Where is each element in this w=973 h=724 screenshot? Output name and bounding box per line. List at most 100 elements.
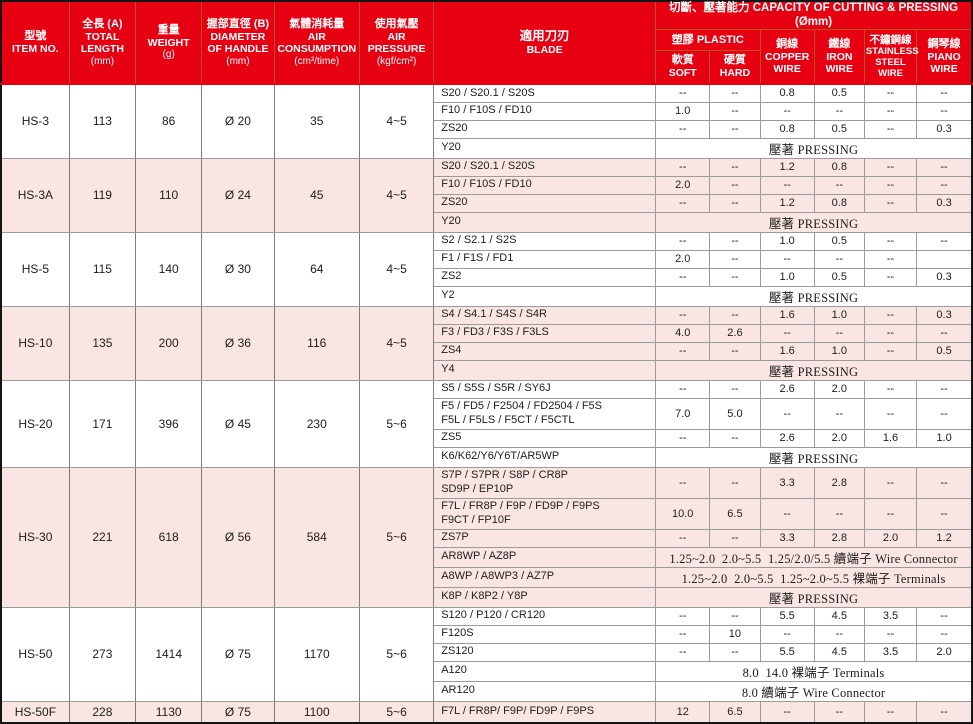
air-consumption-cell: 35 [273, 83, 360, 159]
table-row: Y20 壓著 PRESSING [1, 211, 973, 233]
header-weight-en: WEIGHT [147, 36, 190, 49]
table-row: HS-50F 228 1130 Ø 75 1100 5~6 F7L / FR8P/ F9P/… [0, 700, 973, 724]
capacity-cell: 1.6 [759, 305, 815, 325]
capacity-cell: 2.0 [863, 528, 918, 548]
header-item-en: ITEM NO. [12, 42, 59, 55]
capacity-cell: -- [916, 323, 973, 343]
blade-cell: K6/K62/Y6/Y6T/AR5WP [433, 446, 657, 468]
blade-cell: F120S [433, 624, 657, 644]
capacity-cell: 1.0 [759, 231, 815, 251]
capacity-cell: 5.5 [759, 642, 815, 662]
header-length-unit: (mm) [90, 55, 115, 67]
blade-cell: S2 / S2.1 / S2S [433, 231, 657, 251]
total-length-cell: 273 [68, 606, 137, 702]
table-row: Y4 壓著 PRESSING [1, 359, 973, 381]
capacity-cell: -- [709, 267, 761, 287]
capacity-cell: -- [863, 397, 918, 430]
capacity-cell: 0.5 [916, 341, 973, 361]
table-row: Y20 壓著 PRESSING [1, 137, 973, 159]
header-length-en: TOTAL LENGTH [80, 30, 124, 56]
capacity-cell: 3.3 [759, 528, 815, 548]
capacity-span-cell: 壓著 PRESSING [655, 211, 973, 233]
capacity-cell: -- [655, 428, 711, 448]
weight-cell: 110 [135, 157, 203, 233]
header-piano-zh: 鋼琴線 [927, 37, 961, 50]
header-soft-en: SOFT [668, 67, 697, 80]
model-item-cell: HS-3A [0, 157, 70, 233]
blade-cell: Y4 [433, 359, 657, 381]
capacity-span-cell: 8.0 14.0 裸端子 Terminals [655, 660, 973, 682]
table-row: AR8WP / AZ8P 1.25~2.0 2.0~5.5 1.25/2.0/5.… [1, 546, 973, 568]
capacity-cell: 4.5 [813, 642, 865, 662]
col-header-diameter: 握部直徑 (B) DIAMETER OF HANDLE (mm) [201, 0, 275, 86]
capacity-cell: -- [759, 397, 815, 430]
col-header-iron-wire: 鐵線 IRON WIRE [813, 29, 865, 86]
blade-cell: ZS7P [433, 528, 657, 548]
capacity-cell: -- [709, 379, 761, 399]
header-copper-en: COPPER WIRE [764, 50, 810, 76]
capacity-cell: -- [813, 624, 865, 644]
table-row: K6/K62/Y6/Y6T/AR5WP 壓著 PRESSING [1, 446, 973, 468]
table-row: ZS120 -- -- 5.5 4.5 3.5 2.0 [1, 642, 973, 662]
air-pressure-cell: 4~5 [358, 83, 435, 159]
capacity-cell: -- [709, 606, 761, 626]
table-row: ZS20 -- -- 1.2 0.8 -- 0.3 [1, 193, 973, 213]
col-header-soft: 軟質 SOFT [655, 50, 711, 86]
capacity-span-cell: 1.25~2.0 2.0~5.5 1.25/2.0/5.5 續端子 Wire C… [655, 546, 973, 568]
air-pressure-cell: 5~6 [358, 700, 435, 724]
col-header-copper-wire: 銅線 COPPER WIRE [759, 29, 815, 86]
air-pressure-cell: 5~6 [358, 466, 435, 608]
header-item-zh: 型號 [24, 29, 47, 42]
table-row: F10 / F10S / FD10 1.0 -- -- -- -- -- [1, 101, 973, 121]
air-pressure-cell: 4~5 [358, 157, 435, 233]
model-item-cell: HS-30 [0, 466, 70, 608]
capacity-cell: 4.0 [655, 323, 711, 343]
capacity-cell: -- [709, 341, 761, 361]
table-row: K8P / K8P2 / Y8P 壓著 PRESSING [1, 586, 973, 608]
capacity-cell: -- [863, 83, 918, 103]
capacity-cell: 1.0 [813, 305, 865, 325]
air-pressure-cell: 4~5 [358, 305, 435, 381]
capacity-cell: -- [655, 642, 711, 662]
table-row: HS-20 171 396 Ø 45 230 5~6 S5 / S5S / S5R / SY… [0, 379, 973, 468]
capacity-cell: 0.3 [916, 193, 973, 213]
capacity-cell: -- [863, 323, 918, 343]
capacity-cell: 2.8 [813, 466, 865, 499]
capacity-cell: 5.0 [709, 397, 761, 430]
capacity-cell: 0.3 [916, 305, 973, 325]
capacity-cell: 1.2 [759, 193, 815, 213]
col-header-piano-wire: 鋼琴線 PIANO WIRE [916, 29, 973, 86]
capacity-cell: -- [863, 466, 918, 499]
header-air-zh: 氣體消耗量 [289, 17, 345, 30]
capacity-cell: -- [863, 157, 918, 177]
capacity-cell: 4.5 [813, 606, 865, 626]
capacity-cell: 6.5 [709, 700, 761, 724]
capacity-cell: -- [759, 700, 815, 724]
header-pressure-zh: 使用氣壓 [374, 17, 419, 30]
handle-diameter-cell: Ø 75 [201, 606, 275, 702]
air-consumption-cell: 1170 [273, 606, 360, 702]
capacity-cell: 2.8 [813, 528, 865, 548]
capacity-cell: 3.5 [863, 606, 918, 626]
capacity-cell: -- [916, 397, 973, 430]
capacity-cell: 1.2 [916, 528, 973, 548]
capacity-cell: 2.0 [813, 379, 865, 399]
header-pressure-unit: (kgf/cm²) [376, 55, 417, 67]
capacity-cell: -- [759, 497, 815, 530]
capacity-cell: -- [863, 119, 918, 139]
capacity-group-header: 切斷、壓著能力 CAPACITY OF CUTTING & PRESSING (… [655, 0, 973, 31]
table-row: F1 / F1S / FD1 2.0 -- -- -- -- [1, 249, 973, 269]
capacity-cell: -- [709, 83, 761, 103]
total-length-cell: 221 [68, 466, 137, 608]
blade-cell: ZS120 [433, 642, 657, 662]
capacity-cell: -- [709, 157, 761, 177]
header-hard-zh: 硬質 [723, 54, 746, 67]
weight-cell: 86 [135, 83, 203, 159]
table-row: ZS20 -- -- 0.8 0.5 -- 0.3 [1, 119, 973, 139]
table-header: 型號 ITEM NO. 全長 (A) TOTAL LENGTH (mm) 重量 … [0, 0, 973, 86]
header-diameter-en: DIAMETER OF HANDLE [207, 30, 269, 56]
handle-diameter-cell: Ø 30 [201, 231, 275, 307]
capacity-cell: 1.0 [655, 101, 711, 121]
air-pressure-cell: 5~6 [358, 379, 435, 468]
capacity-cell: -- [709, 119, 761, 139]
